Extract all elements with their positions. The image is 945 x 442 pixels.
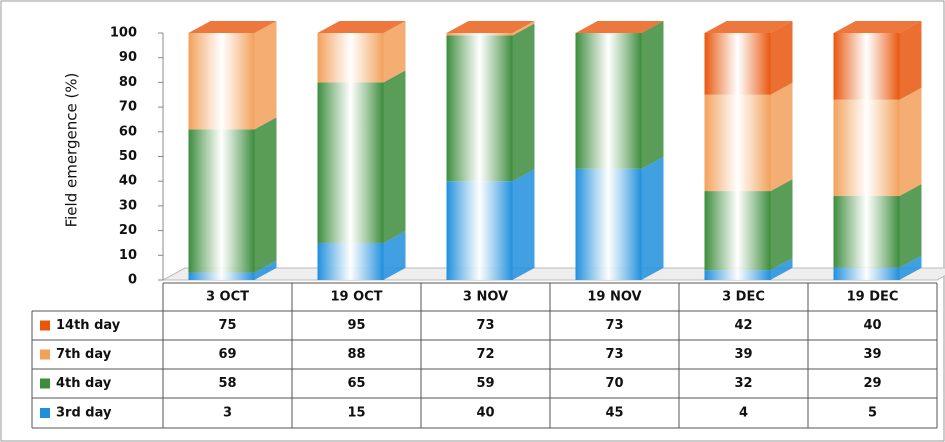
bar-side [383,70,406,243]
legend-label: 3rd day [56,406,112,421]
table-cell: 65 [347,376,365,391]
table-cell: 70 [605,376,623,391]
legend-label: 4th day [56,376,112,391]
x-tick-label: 3 OCT [206,290,249,305]
bar-side [770,258,793,280]
bar-segment [704,270,771,280]
legend-label: 14th day [56,318,121,333]
bar-segment [446,35,513,182]
bar-side [899,255,922,280]
bar-side [254,260,277,280]
table-cell: 39 [734,347,752,362]
bar-side [512,169,535,280]
bar-segment [833,99,900,197]
bar-segment [833,21,900,100]
bar-segment [833,267,900,280]
y-tick-label: 100 [110,26,137,41]
bar-side [770,21,793,95]
table-cell: 39 [863,347,881,362]
table-cell: 75 [218,318,236,333]
bar-segment [188,272,255,280]
x-tick-label: 19 DEC [847,290,899,305]
y-tick-label: 90 [119,50,137,65]
y-tick-label: 20 [119,223,137,238]
table-cell: 3 [223,406,232,421]
y-tick-label: 10 [119,248,137,263]
legend-label: 7th day [56,347,112,362]
y-tick-label: 0 [128,273,137,288]
bar-side [254,21,277,130]
bar-stack [575,21,664,280]
legend-swatch [40,408,50,418]
bar-stack [704,21,793,280]
bar-segment [704,191,771,271]
x-tick-label: 3 DEC [722,290,765,305]
bar-side [254,117,277,273]
table-cell: 88 [347,347,365,362]
bar-segment [188,21,255,130]
table-cell: 32 [734,376,752,391]
bar-stack [446,21,535,280]
bar-segment [704,21,771,95]
legend-swatch [40,320,50,331]
bar-top [833,21,922,33]
bar-segment [317,242,384,280]
x-tick-label: 19 NOV [587,290,641,305]
bar-side [899,184,922,268]
bar-stack [317,21,406,280]
bar-stack [188,21,277,280]
floor [162,267,945,281]
bar-side [770,179,793,271]
y-tick-label: 30 [119,198,137,213]
bar-top [188,21,277,33]
bar-top [317,21,406,33]
bar-segment [188,129,255,273]
bar-segment [575,168,642,280]
table-cell: 95 [347,318,365,333]
table-cell: 29 [863,376,881,391]
table-cell: 69 [218,347,236,362]
table-cell: 73 [476,318,494,333]
bar-side [383,230,406,280]
x-tick-label: 3 NOV [463,290,508,305]
bar-top [575,21,664,33]
bar-segment [704,94,771,192]
bar-side [512,23,535,182]
bar-top [704,21,793,33]
bar-segment [446,181,513,280]
table-cell: 40 [863,318,881,333]
bar-side [641,156,664,280]
table-cell: 73 [605,318,623,333]
legend-swatch [40,378,50,389]
bar-side [899,21,922,100]
table-cell: 73 [605,347,623,362]
table-cell: 72 [476,347,494,362]
table-cell: 15 [347,406,365,421]
table-cell: 5 [868,406,877,421]
y-axis-label: Field emergence (%) [63,73,81,228]
bar-segment [833,196,900,268]
bar-side [770,82,793,192]
bar-side [641,21,664,169]
y-tick-label: 80 [119,75,137,90]
y-tick-label: 40 [119,174,137,189]
table-cell: 59 [476,376,494,391]
y-tick-label: 70 [119,100,137,115]
bar-side [899,87,922,197]
y-tick-label: 50 [119,149,137,164]
table-cell: 42 [734,318,752,333]
table-cell: 40 [476,406,494,421]
table-cell: 58 [218,376,236,391]
bar-top [446,21,535,33]
x-tick-label: 19 OCT [330,290,382,305]
table-cell: 45 [605,406,623,421]
legend-swatch [40,349,50,360]
y-tick-label: 60 [119,124,137,139]
table-cell: 4 [739,406,748,421]
bar-segment [317,82,384,243]
bar-stack [833,21,922,280]
bar-segment [575,21,642,169]
